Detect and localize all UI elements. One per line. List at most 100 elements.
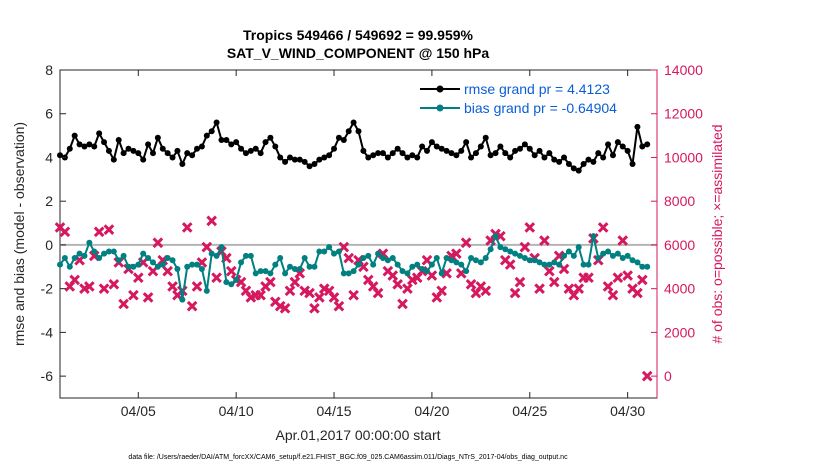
bias-point xyxy=(605,248,612,255)
obs-count-marker xyxy=(98,283,110,294)
bias-point xyxy=(213,252,220,259)
rmse-point xyxy=(526,145,533,152)
obs-count-marker xyxy=(636,274,648,286)
obs-count-marker xyxy=(612,272,624,284)
rmse-point xyxy=(189,152,196,159)
bias-point xyxy=(326,244,333,251)
y2-axis-label: # of obs: o=possible; ×=assimilated xyxy=(709,124,725,343)
y-axis-label: rmse and bias (model - observation) xyxy=(11,122,27,346)
obs-count-marker xyxy=(387,270,399,281)
rmse-point xyxy=(521,141,528,148)
rmse-point xyxy=(556,158,563,165)
rmse-point xyxy=(291,156,298,163)
rmse-point xyxy=(379,150,386,157)
obs-count-marker xyxy=(465,278,477,290)
obs-count-marker xyxy=(558,263,570,275)
obs-count-marker xyxy=(304,287,315,299)
bias-point xyxy=(66,263,73,270)
rmse-point xyxy=(169,154,176,161)
y-axis-ticks: -6 -4 -2 0 2 4 6 8 xyxy=(41,62,66,384)
bias-point xyxy=(120,252,127,259)
y2-axis-ticks: 0 2000 4000 6000 8000 10000 12000 14000 xyxy=(651,62,703,398)
obs-count-marker xyxy=(632,287,643,299)
obs-count-marker xyxy=(333,300,345,312)
obs-count-marker xyxy=(309,303,320,314)
bias-point xyxy=(360,255,367,262)
x-tick-label: 04/30 xyxy=(610,403,645,419)
bias-point xyxy=(472,257,479,264)
bias-point xyxy=(228,281,235,288)
bias-point xyxy=(458,261,465,268)
obs-count-marker xyxy=(597,222,609,233)
bias-point xyxy=(345,270,352,277)
rmse-point xyxy=(384,154,391,161)
rmse-point xyxy=(609,152,616,159)
y-tick-label: -2 xyxy=(41,281,54,297)
bias-point xyxy=(164,255,171,262)
chart-title: Tropics 549466 / 549692 = 99.959% xyxy=(243,27,474,43)
rmse-point xyxy=(66,145,73,152)
rmse-point xyxy=(463,139,470,146)
y-tick-label: 8 xyxy=(45,62,53,78)
rmse-point xyxy=(355,128,362,135)
rmse-point xyxy=(267,134,274,141)
bias-point xyxy=(365,252,372,259)
rmse-point xyxy=(321,154,328,161)
bias-point xyxy=(189,261,196,268)
obs-count-marker xyxy=(147,265,159,277)
rmse-point xyxy=(516,145,523,152)
bias-point xyxy=(159,261,166,268)
bias-point xyxy=(252,270,259,277)
bias-point xyxy=(516,252,523,259)
obs-count-marker xyxy=(167,281,178,292)
rmse-point xyxy=(277,154,284,161)
y-tick-label: 0 xyxy=(45,237,53,253)
bias-point xyxy=(135,261,142,268)
obs-count-marker xyxy=(118,298,129,310)
rmse-point xyxy=(301,158,308,165)
x-tick-label: 04/25 xyxy=(512,403,547,419)
bias-point xyxy=(477,259,484,266)
obs-count-marker xyxy=(509,287,521,299)
rmse-point xyxy=(375,150,382,157)
bias-point xyxy=(340,270,347,277)
y2-tick-label: 2000 xyxy=(664,324,695,340)
obs-count-marker xyxy=(617,235,629,246)
bias-point xyxy=(76,250,83,257)
rmse-point xyxy=(340,136,347,143)
bias-point xyxy=(145,255,152,262)
bias-point xyxy=(238,259,245,266)
bias-point xyxy=(468,255,475,262)
bias-point xyxy=(311,263,318,270)
bias-point xyxy=(551,259,558,266)
rmse-point xyxy=(458,147,465,154)
rmse-point xyxy=(575,167,582,174)
bias-point xyxy=(149,259,156,266)
x-axis-ticks: 04/05 04/10 04/15 04/20 04/25 04/30 xyxy=(121,70,645,419)
y2-tick-label: 4000 xyxy=(664,281,695,297)
bias-point xyxy=(394,261,401,268)
bias-point xyxy=(110,248,117,255)
rmse-point xyxy=(433,143,440,150)
bias-point xyxy=(438,270,445,277)
bias-point xyxy=(296,265,303,272)
bias-point xyxy=(267,270,274,277)
obs-count-marker xyxy=(289,276,301,288)
obs-count-marker xyxy=(553,250,565,262)
bias-point xyxy=(590,233,597,240)
obs-count-marker xyxy=(426,270,438,281)
bias-point xyxy=(286,263,293,270)
bias-point xyxy=(218,244,225,251)
rmse-point xyxy=(242,150,249,157)
rmse-point xyxy=(419,143,426,150)
rmse-point xyxy=(257,150,264,157)
y2-tick-label: 8000 xyxy=(664,193,695,209)
obs-count-marker xyxy=(59,226,71,238)
rmse-point xyxy=(125,145,132,152)
obs-count-marker xyxy=(622,270,633,281)
obs-count-marker xyxy=(504,259,516,270)
rmse-point xyxy=(331,145,338,152)
rmse-point xyxy=(404,154,411,161)
y-tick-label: -4 xyxy=(41,324,54,340)
bias-point xyxy=(223,279,230,286)
